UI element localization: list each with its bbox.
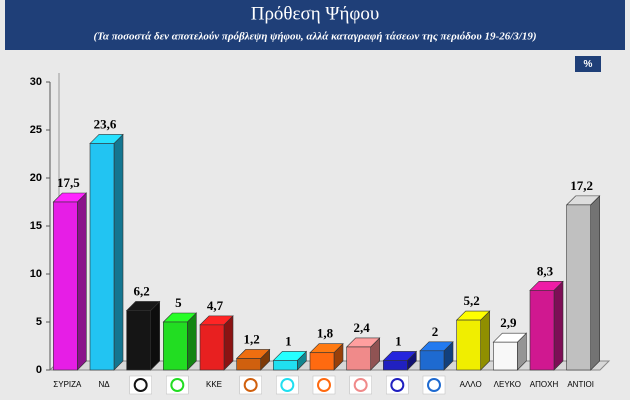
bar: [236, 358, 261, 371]
party-logo: [349, 375, 372, 395]
party-logo-mark: [170, 378, 185, 392]
bar-side: [553, 280, 564, 371]
x-tick-label: ΝΔ: [98, 380, 110, 389]
data-label: 5,2: [464, 293, 480, 308]
party-logo-mark: [243, 378, 258, 392]
bar: [53, 201, 78, 371]
unit-badge-text: %: [584, 59, 593, 70]
bar-side: [590, 195, 600, 371]
unit-badge: [575, 56, 601, 72]
data-label: 1,8: [317, 326, 334, 341]
data-label: 17,2: [570, 178, 593, 193]
bar-side: [480, 310, 490, 371]
header-band: [5, 0, 625, 50]
bar: [89, 143, 115, 371]
bar: [309, 352, 335, 371]
party-logo-mark: [133, 378, 148, 392]
bar: [346, 346, 371, 371]
party-logo-mark: [317, 378, 331, 392]
x-tick-label: ΚΚΕ: [206, 380, 222, 389]
bar: [566, 204, 591, 371]
bar: [529, 290, 555, 371]
bar: [383, 360, 408, 371]
party-logo-mark: [280, 378, 295, 392]
party-logo: [276, 375, 299, 395]
data-label: 5: [175, 295, 182, 310]
data-label: 8,3: [537, 263, 554, 278]
y-tick-label: 20: [30, 172, 42, 184]
y-tick-label: 25: [30, 124, 42, 136]
party-logo: [166, 375, 189, 395]
x-tick-label: ΣΥΡΙΖΑ: [53, 380, 82, 389]
party-logo: [129, 375, 152, 395]
bar-side: [150, 300, 160, 371]
data-label: 2,9: [500, 315, 517, 330]
y-tick-label: 5: [36, 316, 42, 328]
party-logo-mark: [427, 378, 441, 392]
y-tick-label: 15: [30, 220, 42, 232]
data-label: 6,2: [134, 283, 150, 298]
chart-subtitle: (Τα ποσοστά δεν αποτελούν πρόβλεψη ψήφου…: [94, 31, 537, 43]
data-label: 2,4: [354, 320, 371, 335]
data-label: 4,7: [207, 298, 224, 313]
data-label: 1: [395, 333, 402, 348]
bar-side: [77, 192, 87, 371]
y-tick-label: 0: [36, 364, 42, 376]
bar: [456, 319, 481, 371]
party-logo-mark: [353, 378, 368, 392]
party-logo: [312, 375, 336, 395]
x-tick-label: ΑΛΛΟ: [460, 380, 482, 389]
bar: [493, 341, 518, 371]
bar: [163, 321, 188, 371]
x-tick-label: ΛΕΥΚΟ: [494, 380, 521, 389]
data-label: 1,2: [244, 331, 260, 346]
party-logo: [422, 375, 446, 395]
data-label: 2: [432, 324, 439, 339]
party-logo-mark: [390, 378, 405, 392]
bar-side: [223, 315, 234, 371]
y-tick-label: 30: [30, 76, 42, 88]
chart-title: Πρόθεση Ψήφου: [251, 3, 380, 24]
y-tick-label: 10: [30, 268, 42, 280]
x-tick-label: ΑΝΤΙΟΙ: [567, 380, 594, 389]
bar: [126, 310, 151, 371]
bar: [273, 360, 298, 371]
bar-side: [187, 312, 197, 371]
party-logo: [386, 375, 409, 395]
x-tick-label: ΑΠΟΧΗ: [530, 380, 559, 389]
bar-side: [113, 133, 124, 371]
bar: [419, 350, 445, 371]
party-logo: [239, 375, 262, 395]
data-label: 1: [285, 333, 292, 348]
bar: [199, 324, 225, 371]
data-label: 17,5: [57, 175, 80, 190]
data-label: 23,6: [94, 116, 117, 131]
